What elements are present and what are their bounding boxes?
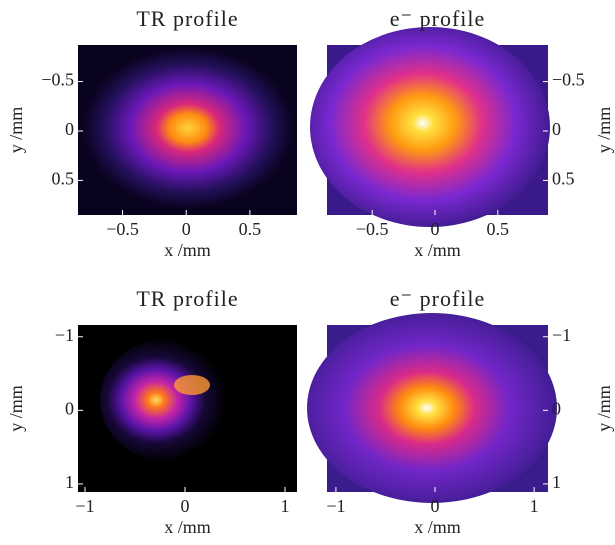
y-tick-label: −0.5	[41, 70, 74, 90]
image-blob	[100, 338, 240, 462]
y-tick-label: 0	[65, 119, 74, 139]
x-tick-label: 0.5	[239, 219, 262, 239]
x-tick-label: 1	[281, 496, 290, 516]
x-tick-label: 0	[182, 219, 191, 239]
image-blob	[307, 313, 557, 503]
y-tick-label: 0	[552, 119, 561, 139]
y-tick-label: 0.5	[552, 169, 575, 189]
y-tick-label: 0.5	[52, 169, 75, 189]
panel-title: e⁻ profile	[390, 286, 486, 311]
y-tick-label: 1	[552, 472, 561, 492]
y-tick-label: 0	[65, 398, 74, 418]
x-tick-label: 1	[530, 496, 539, 516]
x-tick-label: 0	[430, 219, 439, 239]
x-tick-label: 0	[181, 496, 190, 516]
y-tick-label: 0	[552, 398, 561, 418]
x-axis-label: x /mm	[164, 240, 211, 260]
y-axis-label: y /mm	[6, 385, 26, 432]
x-tick-label: −1	[75, 496, 94, 516]
x-tick-label: −0.5	[106, 219, 139, 239]
x-tick-label: 0	[431, 496, 440, 516]
x-tick-label: 0.5	[487, 219, 510, 239]
image-blob	[174, 375, 210, 395]
panel-title: e⁻ profile	[390, 6, 486, 31]
y-tick-label: 1	[65, 472, 74, 492]
x-tick-label: −0.5	[356, 219, 389, 239]
y-axis-label: y /mm	[594, 107, 614, 154]
y-tick-label: −0.5	[552, 70, 585, 90]
y-tick-label: −1	[55, 325, 74, 345]
x-axis-label: x /mm	[164, 517, 211, 537]
panel-title: TR profile	[136, 6, 238, 31]
y-axis-label: y /mm	[594, 385, 614, 432]
x-axis-label: x /mm	[414, 517, 461, 537]
y-tick-label: −1	[552, 325, 571, 345]
heatmap-images	[78, 27, 557, 503]
y-axis-label: y /mm	[6, 107, 26, 154]
image-blob	[310, 27, 550, 227]
x-axis-label: x /mm	[414, 240, 461, 260]
x-tick-label: −1	[326, 496, 345, 516]
image-blob	[83, 48, 293, 208]
panel-title: TR profile	[136, 286, 238, 311]
